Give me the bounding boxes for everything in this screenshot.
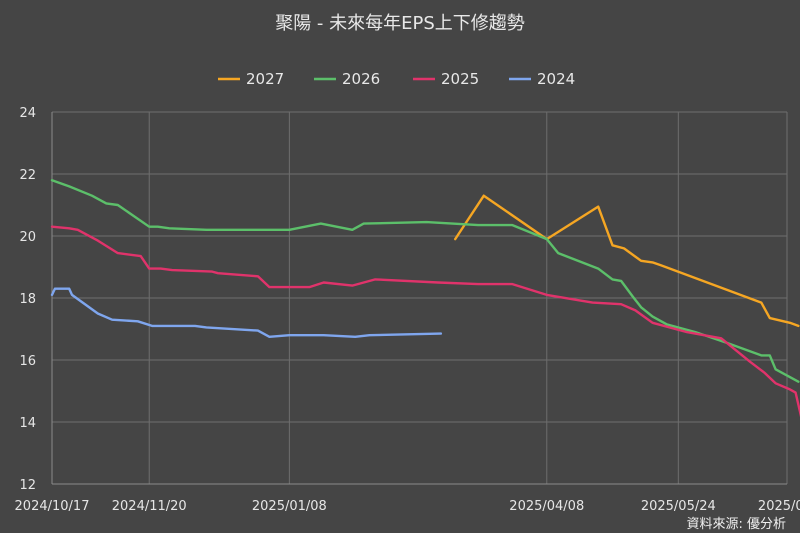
y-tick-label: 20 [19, 230, 36, 245]
legend-label-2027[interactable]: 2027 [246, 70, 284, 88]
y-tick-label: 16 [19, 354, 36, 369]
y-tick-label: 18 [19, 292, 36, 307]
x-tick-label: 2025/05/24 [641, 499, 716, 514]
x-tick-label: 2024/10/17 [15, 499, 90, 514]
legend-label-2024[interactable]: 2024 [537, 70, 575, 88]
y-tick-label: 14 [19, 416, 36, 431]
y-tick-label: 24 [19, 106, 36, 121]
y-axis: 12 14 16 18 20 22 24 [19, 106, 53, 493]
source-note: 資料來源: 優分析 [686, 517, 786, 532]
x-tick-label: 2025/0... [758, 499, 800, 514]
x-axis: 2024/10/17 2024/11/20 2025/01/08 2025/04/08… [15, 483, 800, 514]
y-tick-label: 22 [19, 168, 36, 183]
series-line-2024 [50, 287, 443, 338]
chart-grid [51, 111, 788, 485]
x-tick-label: 2025/01/08 [252, 499, 327, 514]
legend-label-2025[interactable]: 2025 [441, 70, 479, 88]
y-tick-label: 12 [19, 478, 36, 493]
series-line-2025 [50, 225, 800, 418]
chart-title: 聚陽 - 未來每年EPS上下修趨勢 [275, 13, 525, 34]
x-tick-label: 2024/11/20 [112, 499, 187, 514]
plot-lines [50, 178, 800, 418]
legend-label-2026[interactable]: 2026 [342, 70, 380, 88]
x-tick-label: 2025/04/08 [509, 499, 584, 514]
chart-legend: 2027 2026 2025 2024 [218, 70, 575, 88]
series-line-2026 [50, 178, 800, 383]
